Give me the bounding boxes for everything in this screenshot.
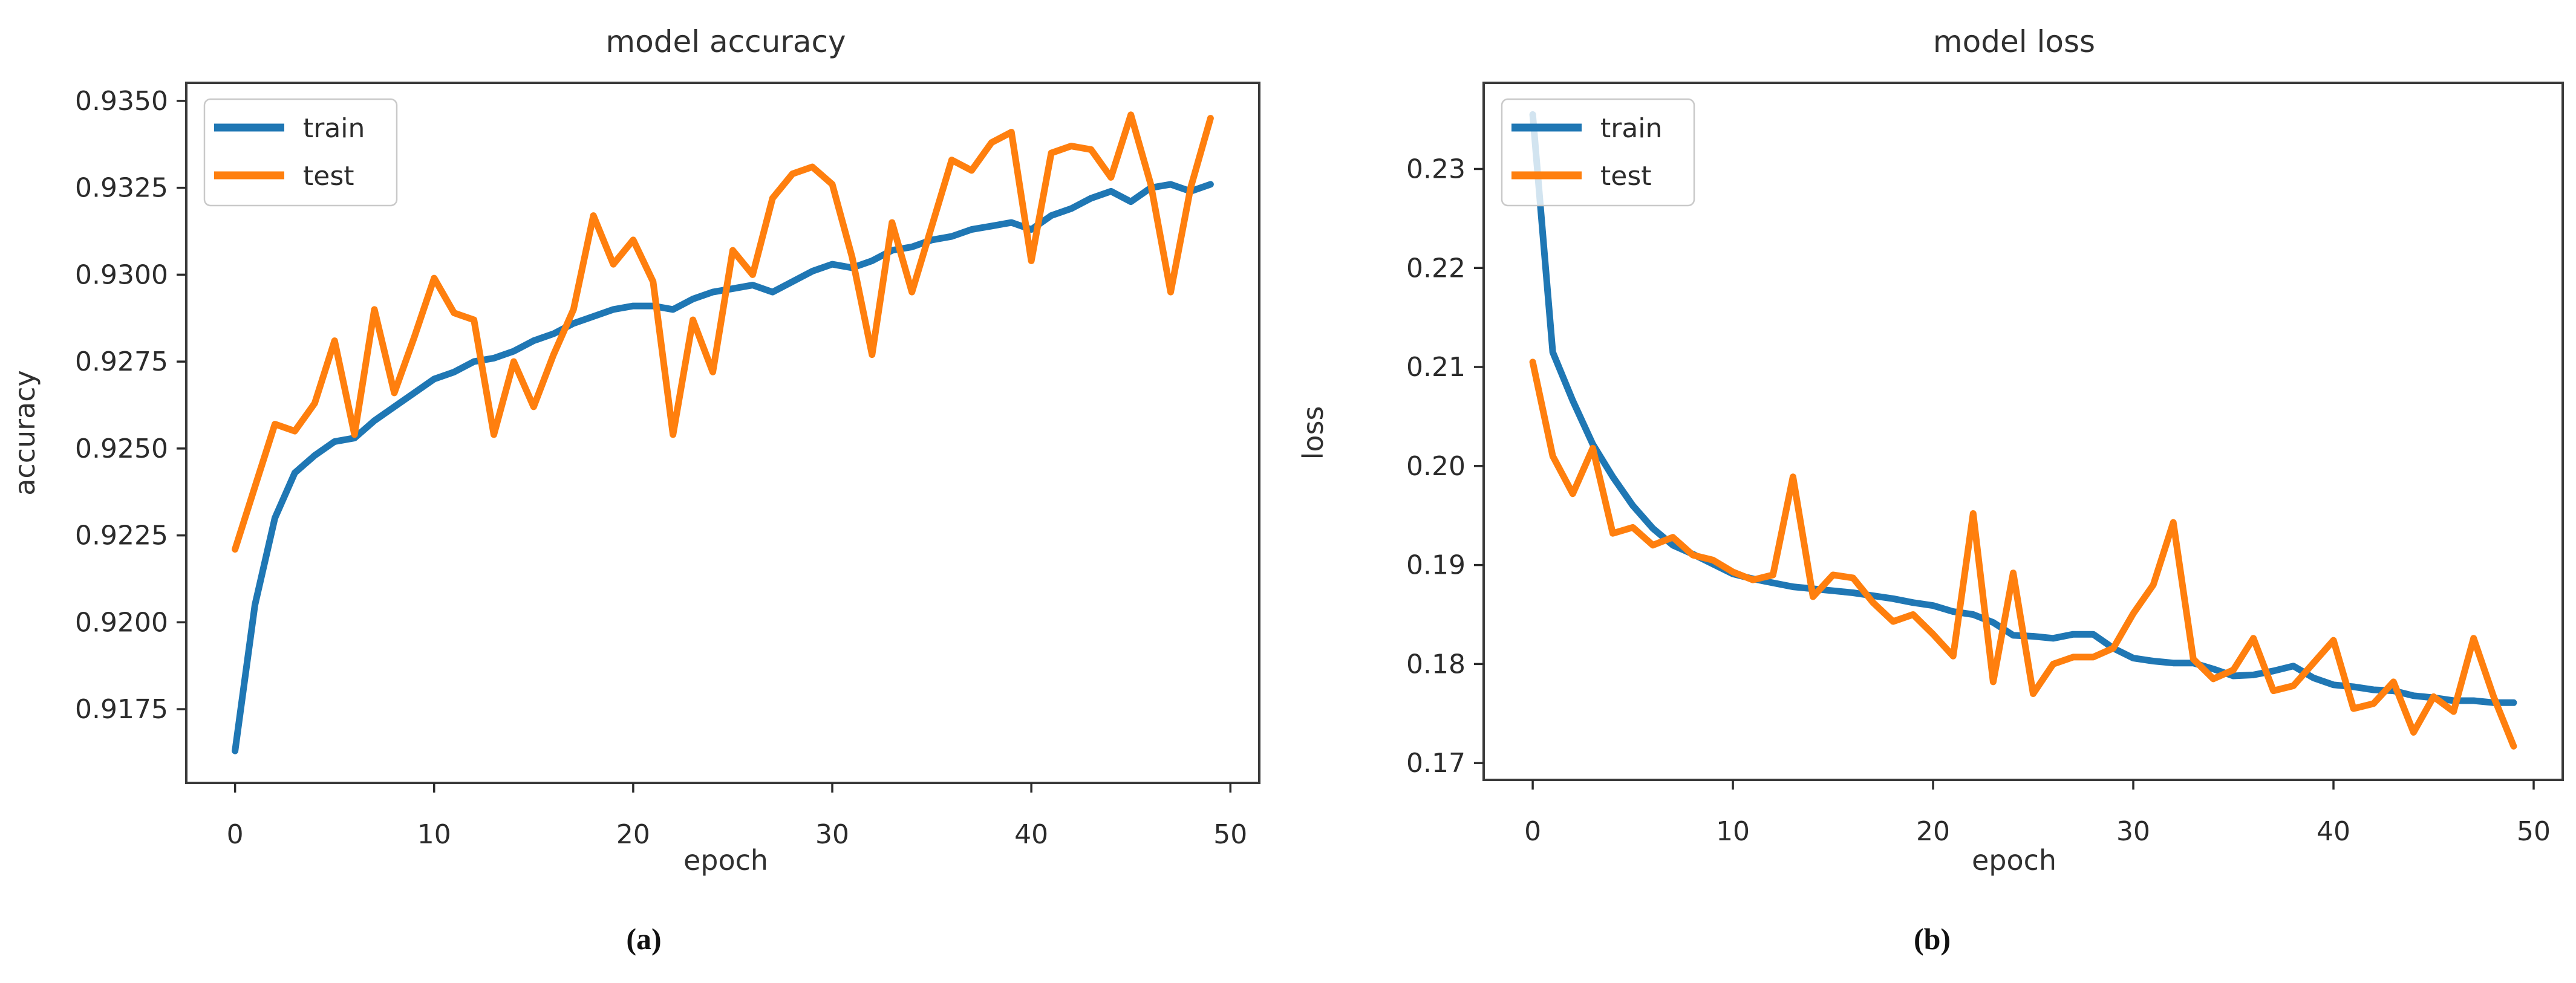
x-tick-label: 50: [2517, 816, 2551, 847]
x-tick-label: 40: [2317, 816, 2350, 847]
x-tick-label: 30: [815, 819, 849, 850]
loss-y-axis-label: loss: [1297, 406, 1329, 460]
accuracy-chart-title: model accuracy: [605, 24, 846, 59]
legend: train test: [203, 98, 398, 207]
x-tick-label: 0: [1524, 816, 1541, 847]
plot-box: [185, 82, 1260, 784]
y-tick-label: 0.19: [1406, 550, 1466, 581]
legend-train-label: train: [303, 113, 365, 144]
legend-box: [203, 98, 398, 207]
accuracy-y-axis-label: accuracy: [8, 370, 41, 496]
loss-chart-canvas: 0 10 20 30 40 50 0.17 0.18 0.19 0.20 0.21 0.22 0.23 t…: [1406, 82, 2564, 847]
figure-accuracy: 0 10 20 30 40 50 0.9175 0.9200 0.9225 0.9250 0.927…: [8, 24, 1260, 956]
x-tick-label: 20: [1916, 816, 1950, 847]
legend: train test: [1501, 98, 1695, 207]
y-tick-label: 0.9300: [75, 259, 168, 290]
x-tick-label: 10: [1716, 816, 1750, 847]
caption-b: (b): [1913, 922, 1951, 956]
loss-chart-title: model loss: [1932, 24, 2096, 59]
legend-test-label: test: [1600, 161, 1652, 192]
x-tick-label: 30: [2116, 816, 2150, 847]
y-tick-label: 0.23: [1406, 154, 1466, 184]
y-tick-label: 0.9275: [75, 346, 168, 377]
y-tick-label: 0.9175: [75, 694, 168, 725]
caption-a: (a): [626, 922, 662, 956]
accuracy-x-axis-label: epoch: [683, 844, 769, 877]
y-tick-label: 0.9325: [75, 173, 168, 204]
y-tick-label: 0.9250: [75, 433, 168, 464]
y-tick-label: 0.9200: [75, 607, 168, 638]
test-line: [1529, 358, 2517, 750]
x-tick-label: 20: [616, 819, 650, 850]
legend-test-label: test: [303, 161, 354, 192]
y-tick-label: 0.18: [1406, 649, 1466, 680]
figure-loss: 0 10 20 30 40 50 0.17 0.18 0.19 0.20 0.21 0.22 0.23 t…: [1288, 0, 2576, 983]
y-tick-label: 0.17: [1406, 748, 1466, 779]
legend-box: [1501, 98, 1695, 207]
y-tick-label: 0.20: [1406, 451, 1466, 482]
x-tick-label: 50: [1213, 819, 1247, 850]
x-tick-label: 0: [227, 819, 244, 850]
train-line: [232, 181, 1214, 754]
y-tick-label: 0.21: [1406, 352, 1466, 383]
y-tick-label: 0.22: [1406, 253, 1466, 284]
loss-x-axis-label: epoch: [1971, 844, 2057, 877]
x-tick-label: 40: [1014, 819, 1048, 850]
legend-train-label: train: [1600, 113, 1662, 144]
plot-box: [1482, 82, 2564, 781]
test-line: [232, 111, 1214, 553]
y-tick-label: 0.9350: [75, 86, 168, 117]
accuracy-chart-canvas: 0 10 20 30 40 50 0.9175 0.9200 0.9225 0.9250 0.927…: [75, 82, 1260, 850]
y-tick-label: 0.9225: [75, 521, 168, 551]
x-tick-label: 10: [417, 819, 451, 850]
